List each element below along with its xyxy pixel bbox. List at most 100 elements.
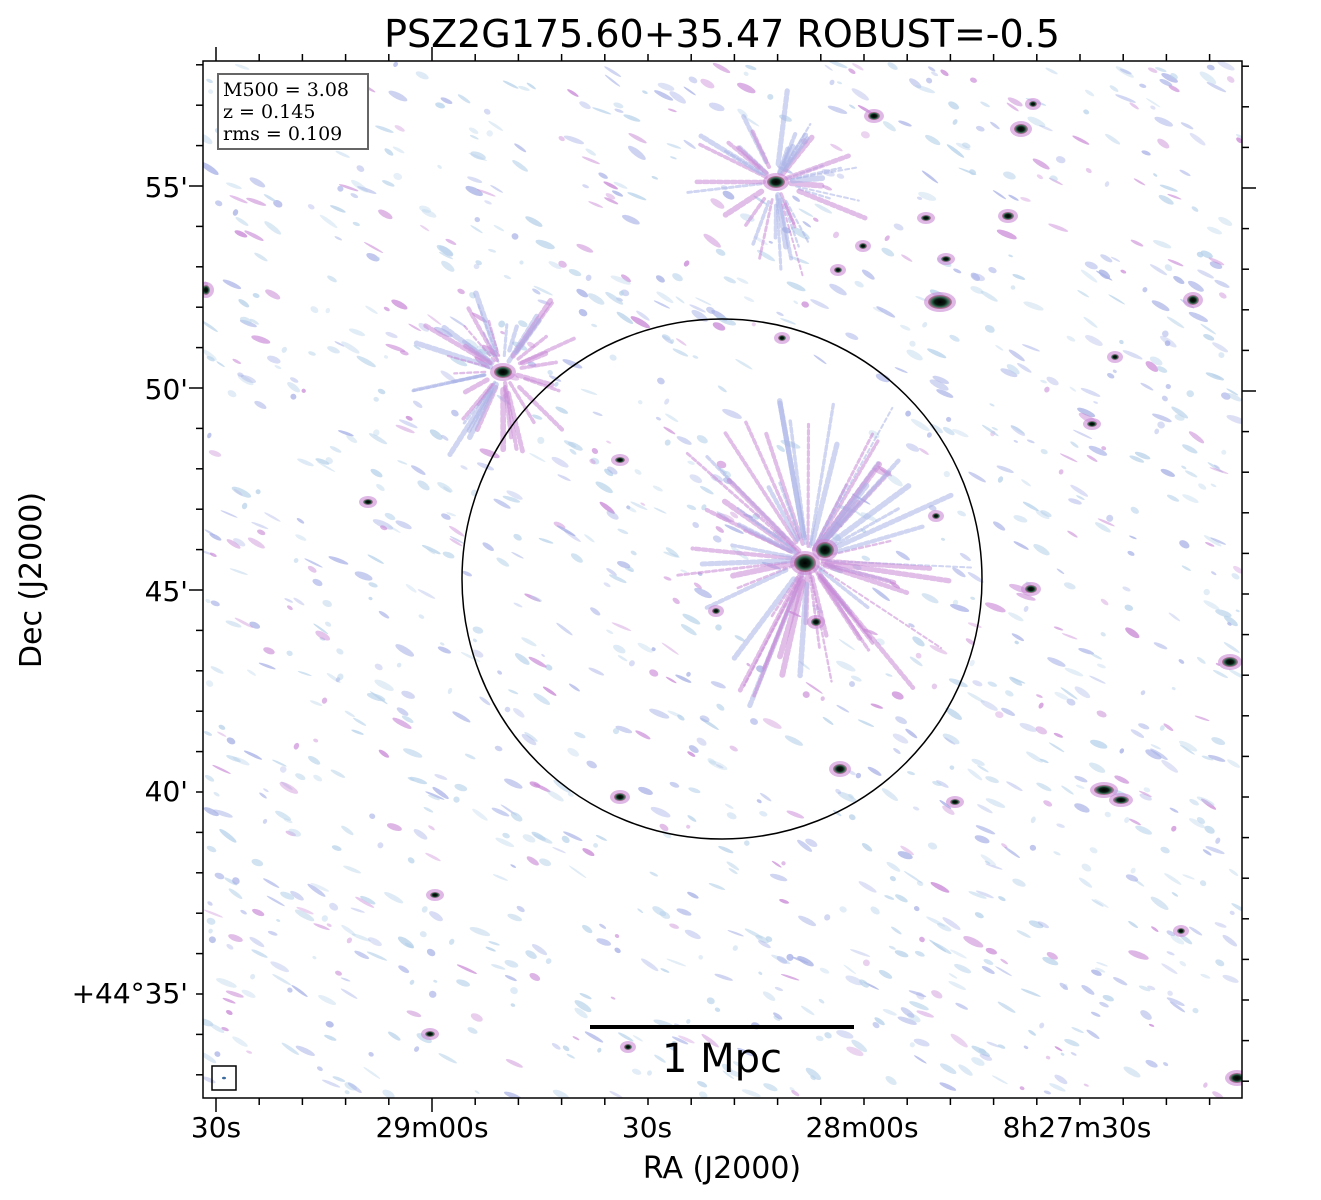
noise-speckle [613,181,628,189]
noise-speckle [893,223,904,231]
noise-speckle [948,973,958,979]
noise-speckle [1139,83,1147,88]
noise-speckle [848,68,856,75]
noise-speckle [975,890,994,899]
noise-speckle [582,848,595,857]
noise-speckle [401,715,414,723]
noise-speckle [219,828,237,843]
noise-speckle [328,556,349,565]
noise-speckle [948,101,960,110]
noise-speckle [541,653,545,657]
noise-speckle [736,277,749,284]
noise-speckle [395,644,415,657]
noise-speckle [848,814,856,821]
noise-speckle [654,90,674,101]
noise-speckle [1148,1023,1155,1027]
noise-speckle [1099,1001,1109,1008]
noise-speckle [1133,178,1146,186]
noise-speckle [1020,196,1031,202]
noise-speckle [1033,543,1050,556]
noise-speckle [603,181,618,190]
noise-speckle [325,307,331,314]
noise-speckle [700,78,715,89]
noise-speckle [1138,723,1150,730]
noise-speckle [929,645,948,655]
noise-speckle [295,1045,315,1057]
noise-speckle [225,990,244,998]
noise-speckle [1083,1083,1089,1087]
radio-source [1111,354,1119,360]
noise-speckle [399,419,418,429]
noise-speckle [1170,934,1185,945]
noise-speckle [275,810,292,821]
noise-speckle [993,521,1006,531]
noise-speckle [558,260,567,268]
noise-speckle [613,644,626,654]
noise-speckle [1235,609,1240,613]
noise-speckle [1236,137,1242,144]
noise-speckle [672,273,683,282]
noise-speckle [612,728,620,735]
noise-speckle [1169,807,1179,813]
noise-speckle [626,506,637,513]
x-axis: 30s 29m00s 30s 28m00s 8h27m30s RA (J2000… [191,1111,1151,1186]
noise-speckle [1006,102,1019,112]
noise-speckle [606,567,617,576]
noise-speckle [377,842,384,849]
noise-speckle [203,161,219,176]
noise-speckle [617,655,628,662]
noise-speckle [970,272,981,282]
noise-speckle [388,90,408,102]
noise-speckle [437,646,451,654]
noise-speckle [1218,216,1233,226]
sidelobe-ray [762,571,805,670]
radio-source [363,499,373,505]
noise-speckle [1130,239,1144,247]
noise-speckle [659,823,669,832]
noise-speckle [1166,316,1185,329]
noise-speckle [205,680,214,687]
noise-speckle [491,964,506,970]
noise-speckle [897,851,913,860]
noise-speckle [671,1040,677,1047]
noise-speckle [1054,1046,1063,1052]
noise-speckle [203,133,213,145]
noise-speckle [1096,961,1108,967]
noise-speckle [296,517,305,524]
noise-speckle [418,614,425,619]
noise-speckle [1054,691,1069,700]
noise-speckle [510,864,517,868]
noise-speckle [240,374,257,384]
x-tick-label: 29m00s [375,1111,488,1144]
noise-speckle [503,1091,523,1098]
noise-speckle [309,700,323,706]
noise-speckle [983,959,994,965]
sidelobe-ray [757,198,774,262]
noise-speckle [630,501,648,511]
noise-speckle [669,923,680,929]
noise-speckle [722,190,735,200]
noise-speckle [861,269,875,280]
noise-speckle [970,286,984,294]
noise-speckle [798,208,814,217]
noise-speckle [827,61,848,69]
noise-speckle [226,737,236,745]
noise-speckle [623,114,641,122]
radio-source [932,513,940,519]
noise-speckle [1088,445,1108,456]
noise-speckle [1122,586,1131,592]
noise-speckle [664,439,671,446]
noise-speckle [632,1035,643,1042]
noise-speckle [955,1002,969,1010]
noise-speckle [745,64,757,71]
noise-speckle [276,919,281,922]
noise-speckle [251,858,264,867]
noise-speckle [531,414,543,420]
noise-speckle [344,710,355,718]
noise-speckle [588,201,604,208]
noise-speckle [471,649,484,658]
y-tick-label: 40' [145,775,188,808]
noise-speckle [1074,686,1091,699]
noise-speckle [905,410,911,417]
noise-speckle [529,595,543,602]
